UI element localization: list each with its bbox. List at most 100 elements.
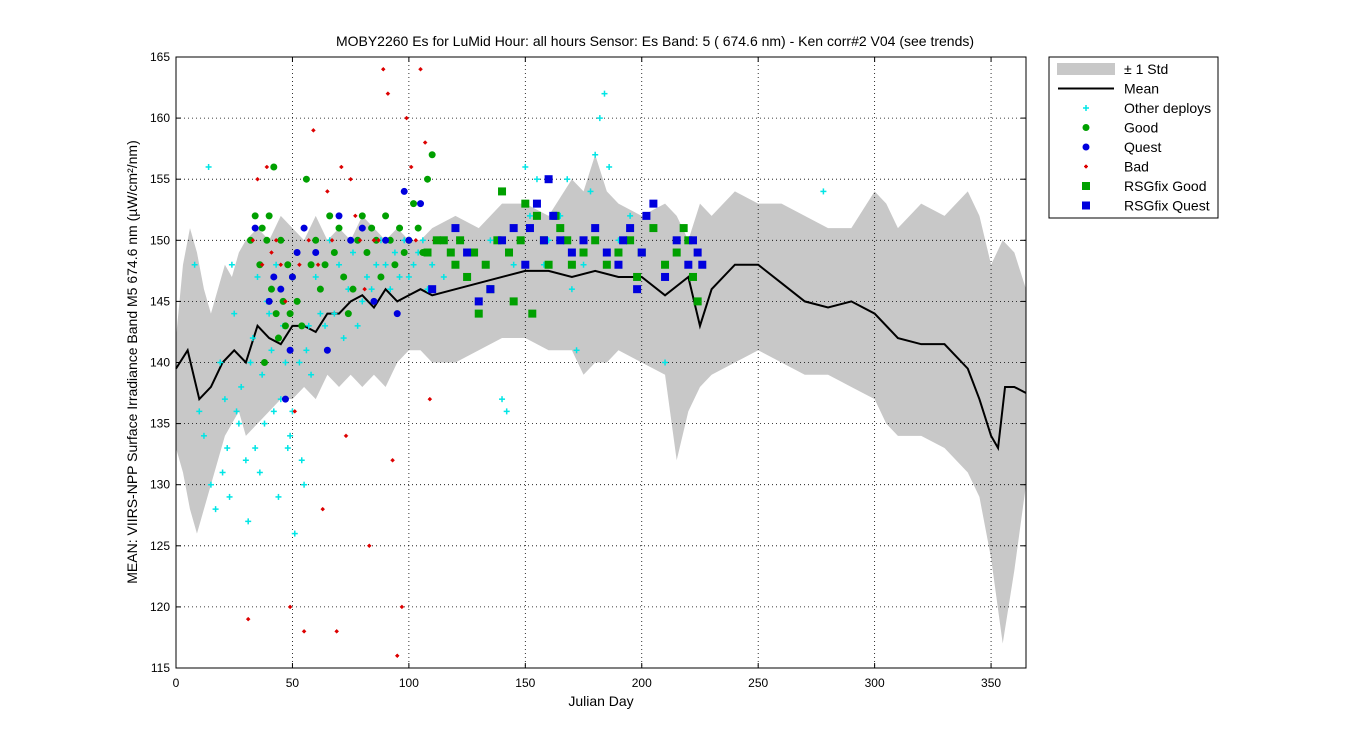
point-rsgfix-quest — [661, 272, 670, 281]
point-good — [281, 322, 289, 330]
point-good — [340, 273, 348, 281]
point-good — [274, 334, 282, 342]
x-tick-label: 50 — [286, 676, 300, 690]
legend-item: Bad — [1083, 159, 1149, 175]
x-tick-label: 200 — [632, 676, 652, 690]
y-tick-label: 130 — [150, 478, 170, 492]
point-good — [349, 285, 357, 293]
point-good — [293, 297, 301, 305]
point-quest — [270, 273, 278, 281]
point-good — [298, 322, 306, 330]
point-other-deploys — [259, 371, 266, 378]
point-quest — [281, 395, 289, 403]
point-rsgfix-good — [672, 248, 681, 257]
point-quest — [312, 249, 320, 257]
point-other-deploys — [522, 163, 529, 170]
point-rsgfix-quest — [474, 297, 483, 306]
point-other-deploys — [354, 322, 361, 329]
point-bad — [301, 628, 307, 634]
legend-swatch — [1082, 201, 1090, 210]
point-quest — [323, 346, 331, 354]
point-quest — [400, 187, 408, 195]
point-other-deploys — [349, 249, 356, 256]
y-tick-label: 125 — [150, 539, 170, 553]
point-rsgfix-good — [446, 248, 455, 257]
point-other-deploys — [322, 322, 329, 329]
point-other-deploys — [606, 163, 613, 170]
point-other-deploys — [287, 432, 294, 439]
x-tick-label: 0 — [173, 676, 180, 690]
point-rsgfix-good — [614, 248, 623, 257]
point-good — [251, 212, 259, 220]
point-other-deploys — [254, 273, 261, 280]
point-rsgfix-quest — [626, 224, 635, 233]
point-other-deploys — [303, 347, 310, 354]
point-good — [312, 236, 320, 244]
point-rsgfix-good — [567, 260, 576, 269]
point-other-deploys — [487, 237, 494, 244]
point-other-deploys — [359, 298, 366, 305]
point-rsgfix-quest — [532, 199, 541, 208]
legend-label: Bad — [1124, 159, 1149, 175]
point-good — [335, 224, 343, 232]
point-rsgfix-quest — [539, 236, 548, 245]
legend-item: Mean — [1058, 81, 1159, 97]
point-other-deploys — [296, 359, 303, 366]
point-quest — [251, 224, 259, 232]
point-good — [321, 261, 329, 269]
point-good — [302, 175, 310, 183]
point-bad — [264, 164, 270, 170]
point-rsgfix-good — [470, 248, 479, 257]
point-other-deploys — [419, 237, 426, 244]
point-bad — [390, 457, 395, 463]
point-rsgfix-good — [661, 260, 670, 269]
point-rsgfix-good — [521, 199, 530, 208]
legend-item: Good — [1082, 120, 1158, 136]
point-other-deploys — [308, 371, 315, 378]
point-other-deploys — [273, 261, 280, 268]
point-other-deploys — [573, 347, 580, 354]
point-good — [377, 273, 385, 281]
point-bad — [348, 176, 354, 182]
point-good — [358, 212, 366, 220]
point-other-deploys — [331, 310, 338, 317]
point-good — [263, 236, 271, 244]
point-good — [424, 175, 432, 183]
x-tick-label: 350 — [981, 676, 1001, 690]
legend-label: Mean — [1124, 81, 1159, 97]
legend-item: RSGfix Good — [1082, 178, 1206, 194]
point-good — [277, 236, 285, 244]
point-other-deploys — [219, 469, 226, 476]
legend-swatch — [1082, 124, 1090, 131]
std-band-area — [176, 154, 1026, 644]
point-bad — [250, 237, 256, 243]
point-rsgfix-quest — [451, 224, 460, 233]
point-bad — [357, 237, 363, 243]
point-quest — [293, 249, 301, 257]
point-rsgfix-good — [693, 297, 702, 306]
point-other-deploys — [336, 261, 343, 268]
point-rsgfix-good — [563, 236, 572, 245]
point-other-deploys — [256, 469, 263, 476]
point-other-deploys — [396, 273, 403, 280]
point-good — [344, 310, 352, 318]
point-bad — [320, 506, 326, 512]
point-rsgfix-good — [544, 260, 553, 269]
point-rsgfix-good — [432, 236, 441, 245]
legend-item: Quest — [1082, 139, 1161, 155]
point-bad — [283, 299, 288, 304]
point-rsgfix-good — [509, 297, 518, 306]
point-good — [272, 310, 280, 318]
legend-swatch — [1057, 63, 1115, 75]
point-bad — [404, 115, 409, 121]
point-other-deploys — [533, 176, 540, 183]
point-rsgfix-good — [626, 236, 635, 245]
point-other-deploys — [580, 261, 587, 268]
point-other-deploys — [596, 115, 603, 122]
point-rsgfix-quest — [698, 260, 707, 269]
point-other-deploys — [592, 151, 599, 158]
point-quest — [382, 236, 390, 244]
point-other-deploys — [217, 359, 224, 366]
point-other-deploys — [526, 212, 533, 219]
point-other-deploys — [235, 420, 242, 427]
